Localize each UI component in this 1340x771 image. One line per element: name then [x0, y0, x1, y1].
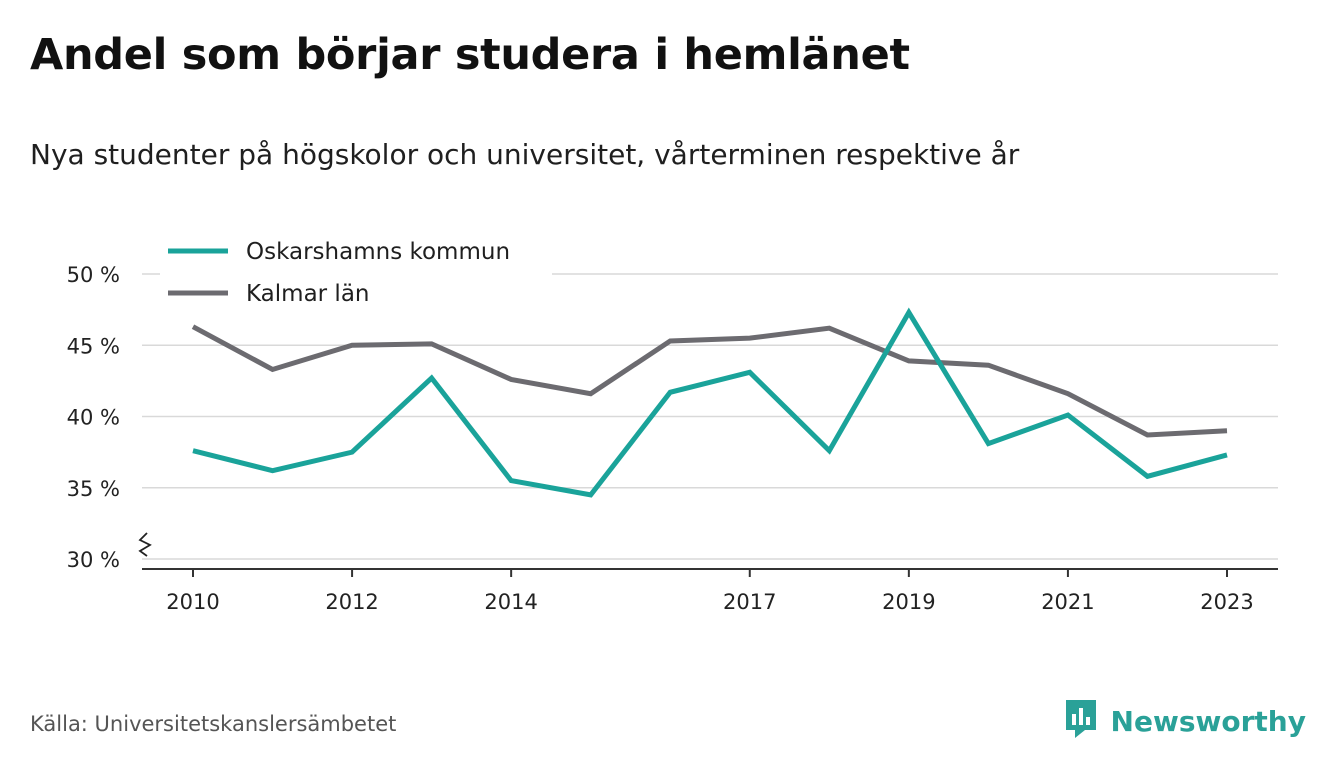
legend-label: Oskarshamns kommun [246, 239, 510, 265]
y-tick-label: 40 % [67, 406, 120, 430]
series-lines [191, 307, 1228, 498]
brand-logo: Newsworthy [1063, 698, 1306, 744]
y-tick-label: 30 % [67, 548, 120, 572]
x-tick-label: 2023 [1200, 590, 1253, 614]
axis-break-icon [138, 532, 152, 557]
legend-label: Kalmar län [246, 281, 370, 307]
y-tick-label: 50 % [67, 263, 120, 287]
x-tick-label: 2014 [484, 590, 537, 614]
line-chart: 30 %35 %40 %45 %50 % 2010 2012 2014 2017 201… [66, 236, 1278, 614]
x-tick-label: 2010 [166, 590, 219, 614]
y-tick-label: 45 % [67, 334, 120, 358]
y-axis-tick-labels: 30 % 35 % 40 % 45 % 50 % [67, 263, 120, 572]
y-tick-label: 35 % [67, 477, 120, 501]
series-line [191, 324, 1228, 438]
x-axis: 2010 2012 2014 2017 2019 2021 2023 [138, 532, 1278, 614]
x-tick-label: 2019 [882, 590, 935, 614]
chart-title: Andel som börjar studera i hemlänet [30, 30, 910, 80]
x-tick-label: 2012 [325, 590, 378, 614]
chart-subtitle: Nya studenter på högskolor och universit… [30, 138, 1020, 171]
series-line [192, 307, 1228, 498]
newsworthy-logo-icon [1063, 698, 1099, 744]
source-note: Källa: Universitetskanslersämbetet [30, 712, 397, 736]
legend: Oskarshamns kommun Kalmar län [160, 236, 552, 316]
x-tick-label: 2021 [1041, 590, 1094, 614]
x-tick-label: 2017 [723, 590, 776, 614]
brand-name: Newsworthy [1110, 704, 1306, 738]
